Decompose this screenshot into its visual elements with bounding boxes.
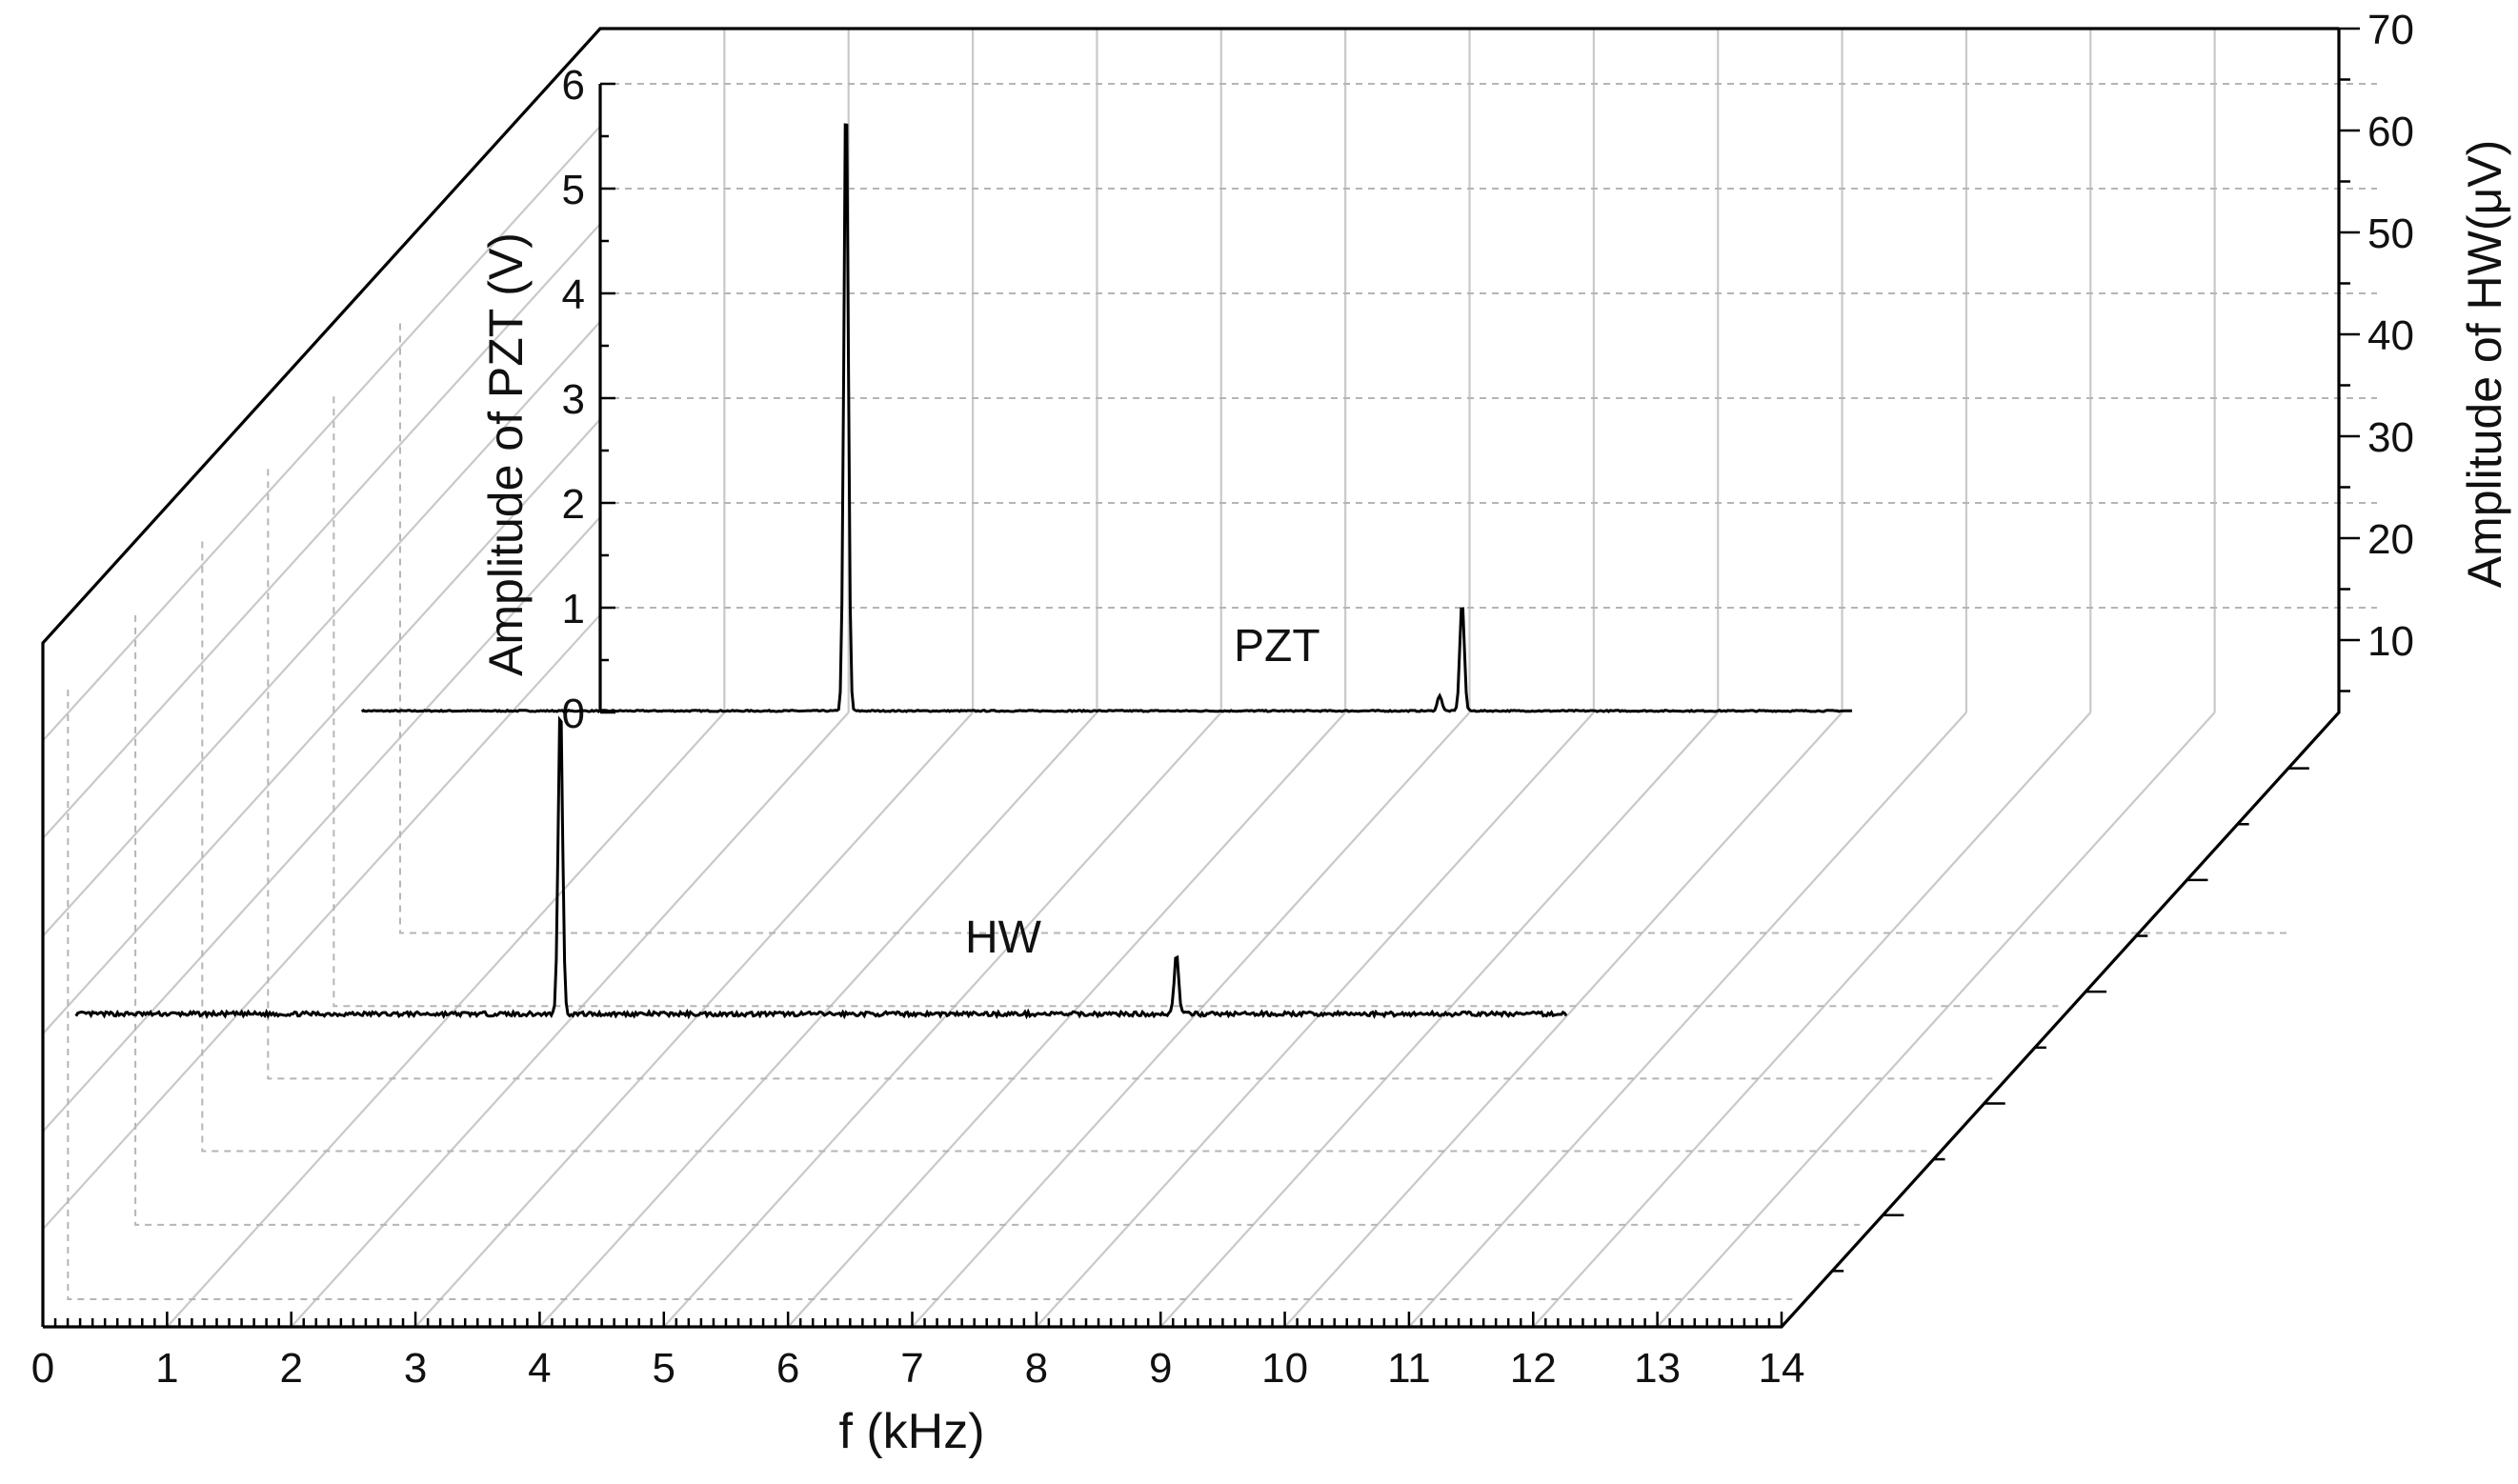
x-tick-label: 4	[528, 1345, 551, 1392]
left-y-tick-label: 0	[562, 691, 585, 737]
x-tick-label: 14	[1759, 1345, 1805, 1392]
frame-layer	[41, 27, 2341, 1329]
right-y-tick-label: 10	[2367, 618, 2414, 665]
chart-frame-right	[43, 29, 2341, 1329]
floor-gridline	[911, 712, 1471, 1328]
hw-series-line	[74, 715, 1568, 1020]
floor-gridline	[414, 712, 974, 1328]
depth-slice-outline	[134, 614, 1861, 1226]
floor-gridline	[1159, 712, 1720, 1328]
floor-gridline	[1036, 712, 1595, 1328]
depth-slice-outline	[67, 689, 1793, 1300]
right-y-tick-label: 60	[2367, 109, 2414, 155]
floor-gridline	[662, 712, 1222, 1328]
x-tick-label: 12	[1510, 1345, 1557, 1392]
x-tick-label: 3	[404, 1345, 427, 1392]
pzt-series-line	[360, 123, 1853, 713]
x-tick-label: 0	[31, 1345, 54, 1392]
x-tick-label: 5	[653, 1345, 675, 1392]
right-y-tick-label: 20	[2367, 516, 2414, 563]
floor-gridline	[290, 712, 850, 1328]
depth-slice-outline	[398, 323, 2286, 934]
left-y-tick-label: 1	[562, 586, 585, 632]
right-y-tick-label: 40	[2367, 312, 2414, 359]
right-y-tick-label: 70	[2367, 7, 2414, 53]
x-tick-label: 8	[1025, 1345, 1048, 1392]
x-axis-title: f (kHz)	[838, 1404, 984, 1459]
floor-gridline	[538, 712, 1098, 1328]
left-y-tick-label: 3	[562, 376, 585, 423]
floor-gridline	[1656, 712, 2216, 1328]
depth-slice-outline	[267, 469, 1993, 1080]
x-tick-label: 9	[1149, 1345, 1172, 1392]
left-wall-gridline	[42, 613, 601, 1231]
left-y-tick-label: 4	[562, 271, 585, 318]
ticks-layer: 0 1 2 3 4 5 6 7 8 9 10 11 12 13 1401234561020304050607…	[31, 7, 2414, 1392]
x-tick-label: 10	[1261, 1345, 1308, 1392]
depth-slice-outline	[201, 541, 1927, 1153]
pzt-series-label: PZT	[1234, 621, 1320, 672]
left-wall-gridline	[42, 320, 601, 937]
right-y-tick-label: 30	[2367, 414, 2414, 461]
x-tick-label: 2	[279, 1345, 302, 1392]
left-y-axis-title: Amplitude of PZT (V)	[479, 232, 533, 676]
x-tick-label: 1	[155, 1345, 178, 1392]
right-y-axis-title: Amplitude of HW(μV)	[2458, 140, 2511, 589]
right-y-tick-label: 50	[2367, 211, 2414, 257]
x-tick-label: 6	[776, 1345, 799, 1392]
left-y-tick-label: 2	[562, 481, 585, 528]
floor-gridline	[1408, 712, 1967, 1328]
depth-slice-outline	[332, 396, 2059, 1008]
x-tick-label: 7	[900, 1345, 923, 1392]
series-layer	[74, 123, 1853, 1020]
floor-gridline	[1283, 712, 1843, 1328]
left-wall-gridline	[42, 223, 601, 839]
hw-series-label: HW	[965, 912, 1042, 963]
floor-gridline	[1532, 712, 2092, 1328]
x-tick-label: 11	[1387, 1345, 1431, 1392]
chart-frame-left	[41, 27, 2339, 1327]
grid-layer	[42, 29, 2377, 1328]
x-tick-label: 13	[1634, 1345, 1681, 1392]
left-y-tick-label: 6	[562, 62, 585, 109]
floor-gridline	[787, 712, 1346, 1328]
left-wall-gridline	[42, 125, 601, 742]
left-y-tick-label: 5	[562, 167, 585, 213]
